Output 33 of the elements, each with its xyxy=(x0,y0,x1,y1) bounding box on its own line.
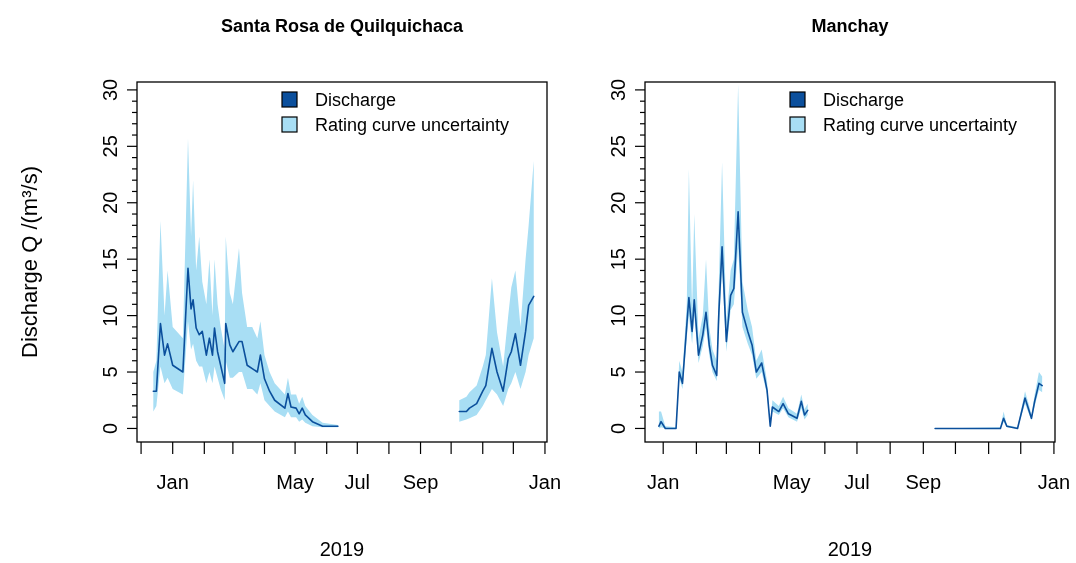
y-tick-label: 10 xyxy=(99,304,121,327)
x-tick-label: Jan xyxy=(1037,471,1071,493)
x-axis-title: 2019 xyxy=(827,538,873,560)
x-tick-label: Jul xyxy=(344,471,371,493)
y-tick-label: 25 xyxy=(607,135,629,158)
x-axis-title: 2019 xyxy=(319,538,365,560)
x-tick-label: Sep xyxy=(905,471,942,493)
y-tick-label: 20 xyxy=(99,191,121,214)
y-tick-label: 0 xyxy=(607,422,629,435)
x-tick-label: Sep xyxy=(402,471,439,493)
y-tick-label: 5 xyxy=(607,366,629,378)
y-tick-label: 30 xyxy=(607,78,629,102)
y-tick-label: 15 xyxy=(99,248,121,271)
y-tick-label: 10 xyxy=(607,304,629,327)
x-tick-label: May xyxy=(276,471,314,493)
y-axis-title: Discharge Q /(m³/s) xyxy=(17,166,42,358)
x-tick-label: Jan xyxy=(647,471,680,493)
legend-label: Rating curve uncertainty xyxy=(315,115,510,135)
chart-title: Santa Rosa de Quilquichaca xyxy=(220,16,465,36)
y-tick-label: 30 xyxy=(99,78,121,102)
legend-label: Discharge xyxy=(823,90,905,110)
x-tick-label: Jan xyxy=(528,471,562,493)
y-tick-label: 5 xyxy=(99,366,121,378)
y-tick-label: 0 xyxy=(99,422,121,435)
legend-label: Discharge xyxy=(315,90,397,110)
y-tick-label: 25 xyxy=(99,135,121,158)
x-tick-label: May xyxy=(772,471,811,493)
x-tick-label: Jul xyxy=(844,471,870,493)
x-tick-label: Jan xyxy=(156,471,189,493)
y-tick-label: 20 xyxy=(607,191,629,214)
legend-label: Rating curve uncertainty xyxy=(823,115,1018,135)
chart-title: Manchay xyxy=(811,16,889,36)
y-tick-label: 15 xyxy=(607,248,629,271)
